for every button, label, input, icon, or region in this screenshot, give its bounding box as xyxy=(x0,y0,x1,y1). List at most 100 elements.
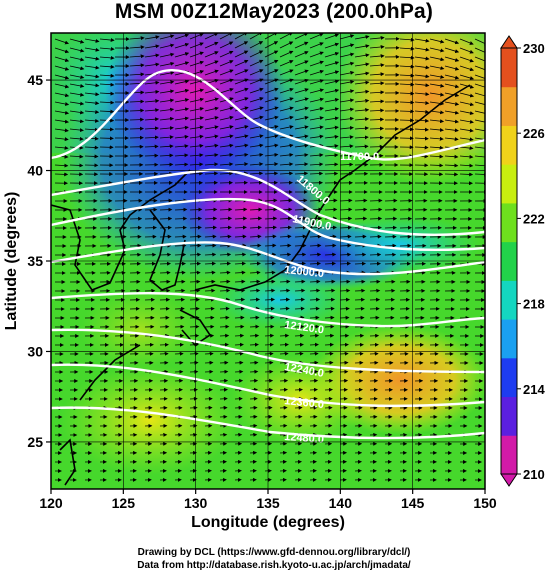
wind-arrow xyxy=(174,207,188,212)
wind-arrow xyxy=(234,261,246,266)
wind-arrow xyxy=(54,128,69,133)
wind-arrow xyxy=(99,109,115,114)
colorbar-segment xyxy=(501,164,517,204)
wind-arrow xyxy=(174,52,190,58)
wind-arrow xyxy=(339,234,352,239)
wind-arrow xyxy=(234,315,245,320)
wind-arrow xyxy=(219,261,231,266)
wind-arrow xyxy=(309,134,324,139)
wind-arrow xyxy=(159,52,175,58)
wind-arrow xyxy=(54,163,69,168)
contour-line xyxy=(51,328,485,374)
wind-arrow xyxy=(339,61,355,67)
wind-arrow xyxy=(264,306,275,311)
wind-arrow xyxy=(99,100,115,105)
wind-arrow xyxy=(174,33,190,40)
wind-arrow xyxy=(54,92,70,98)
wind-arrow xyxy=(459,110,474,116)
wind-arrow xyxy=(294,106,309,112)
wind-arrow xyxy=(69,83,85,88)
wind-arrow xyxy=(474,47,485,55)
wind-arrow xyxy=(459,137,474,142)
wind-arrow xyxy=(144,144,159,149)
wind-arrow xyxy=(279,50,294,58)
wind-arrow xyxy=(279,288,291,293)
wind-arrow xyxy=(309,252,322,257)
wind-arrow xyxy=(234,41,249,49)
wind-arrow xyxy=(264,134,279,139)
x-tick-label: 150 xyxy=(473,495,497,511)
wind-arrow xyxy=(279,97,294,103)
wind-arrow xyxy=(339,162,354,167)
wind-arrow xyxy=(294,252,307,257)
wind-arrow xyxy=(429,65,445,71)
wind-arrow xyxy=(339,89,355,94)
wind-arrow xyxy=(219,288,231,293)
wind-arrow xyxy=(84,92,100,97)
wind-arrow xyxy=(339,225,352,230)
wind-arrow xyxy=(264,97,279,103)
wind-arrow xyxy=(204,252,217,257)
wind-arrow xyxy=(69,128,84,133)
wind-arrow xyxy=(369,90,385,95)
wind-arrow xyxy=(189,143,204,148)
wind-arrow xyxy=(279,106,294,112)
wind-arrow xyxy=(54,110,70,115)
wind-arrow xyxy=(354,44,370,49)
wind-arrow xyxy=(324,125,339,130)
wind-arrow xyxy=(189,153,204,158)
wind-arrow xyxy=(159,125,174,130)
wind-arrow xyxy=(249,243,262,248)
wind-arrow xyxy=(429,83,445,88)
wind-arrow xyxy=(324,42,340,49)
wind-arrow xyxy=(204,207,218,212)
wind-arrow xyxy=(99,91,115,96)
wind-arrow xyxy=(249,324,260,329)
wind-arrow xyxy=(234,216,248,221)
wind-arrow xyxy=(249,297,261,302)
contour-line xyxy=(51,292,485,328)
x-tick-label: 140 xyxy=(329,495,353,511)
wind-arrow xyxy=(189,171,204,176)
wind-arrow xyxy=(174,144,189,149)
wind-arrow xyxy=(459,65,475,72)
wind-arrow xyxy=(84,145,99,150)
wind-arrow xyxy=(474,56,485,63)
wind-arrow xyxy=(219,115,234,121)
wind-arrow xyxy=(144,89,160,94)
wind-arrow xyxy=(354,108,370,112)
wind-arrow xyxy=(279,87,294,94)
colorbar-frame xyxy=(500,47,518,475)
wind-arrow xyxy=(264,297,276,302)
wind-arrow xyxy=(54,137,69,142)
wind-arrow xyxy=(309,315,320,320)
wind-arrow xyxy=(249,97,264,103)
wind-arrow xyxy=(219,134,234,139)
wind-arrow xyxy=(309,162,324,167)
wind-arrow xyxy=(339,153,354,158)
wind-arrow xyxy=(219,41,234,49)
wind-arrow xyxy=(309,270,321,275)
wind-arrow xyxy=(339,80,355,85)
wind-arrow xyxy=(264,288,276,293)
wind-arrow xyxy=(414,74,430,79)
wind-arrow xyxy=(129,36,145,41)
wind-arrow xyxy=(189,106,204,112)
wind-arrow xyxy=(339,125,354,130)
wind-arrow xyxy=(324,33,339,40)
wind-arrow xyxy=(324,243,337,248)
y-tick-label: 40 xyxy=(27,163,43,179)
wind-arrow xyxy=(399,64,415,69)
wind-arrow xyxy=(459,38,474,45)
wind-arrow xyxy=(309,51,324,58)
wind-arrow xyxy=(339,144,354,149)
wind-arrow xyxy=(279,115,294,121)
colorbar-segment xyxy=(501,202,517,243)
wind-arrow xyxy=(429,136,444,141)
wind-arrow xyxy=(189,51,204,58)
wind-arrow xyxy=(339,116,355,121)
wind-arrow xyxy=(144,35,160,40)
wind-arrow xyxy=(264,59,279,67)
wind-arrow xyxy=(294,78,309,85)
